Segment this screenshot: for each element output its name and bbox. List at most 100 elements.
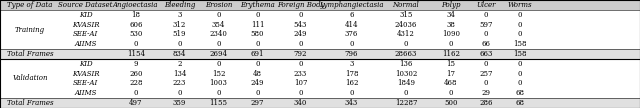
Text: 691: 691 (251, 50, 264, 58)
Text: 178: 178 (345, 70, 358, 78)
Text: 158: 158 (513, 40, 527, 48)
Text: 1090: 1090 (442, 30, 460, 38)
Text: 9: 9 (134, 60, 138, 68)
Text: 0: 0 (518, 70, 522, 78)
Text: 0: 0 (216, 11, 221, 19)
Text: 468: 468 (444, 79, 458, 87)
Text: 4312: 4312 (397, 30, 415, 38)
Text: 297: 297 (251, 99, 264, 107)
Text: 530: 530 (129, 30, 143, 38)
Text: 340: 340 (294, 99, 307, 107)
Text: SEE-AI: SEE-AI (73, 79, 98, 87)
Text: 0: 0 (484, 60, 488, 68)
Text: 68: 68 (516, 89, 525, 97)
Text: 3: 3 (177, 11, 182, 19)
Text: Erythema: Erythema (240, 1, 275, 9)
Text: 2: 2 (177, 60, 182, 68)
Text: 0: 0 (484, 79, 488, 87)
Text: 158: 158 (513, 50, 527, 58)
Text: 354: 354 (212, 21, 225, 29)
Text: 1003: 1003 (210, 79, 227, 87)
Text: 249: 249 (294, 30, 307, 38)
Text: 376: 376 (345, 30, 358, 38)
Text: 111: 111 (251, 21, 264, 29)
Text: 343: 343 (345, 99, 358, 107)
Text: 359: 359 (173, 99, 186, 107)
Text: 12287: 12287 (395, 99, 417, 107)
Text: 152: 152 (212, 70, 225, 78)
Text: 0: 0 (134, 40, 138, 48)
Text: 606: 606 (129, 21, 143, 29)
Text: 0: 0 (177, 89, 182, 97)
Text: 315: 315 (399, 11, 413, 19)
Text: Ulcer: Ulcer (476, 1, 495, 9)
Text: Foreign Body: Foreign Body (276, 1, 324, 9)
Text: 249: 249 (251, 79, 264, 87)
Text: 107: 107 (294, 79, 307, 87)
Text: 34: 34 (446, 11, 455, 19)
Text: 500: 500 (444, 99, 458, 107)
Text: 0: 0 (518, 79, 522, 87)
Text: Worms: Worms (508, 1, 532, 9)
Text: 0: 0 (484, 11, 488, 19)
Text: 0: 0 (518, 30, 522, 38)
Text: AIIMS: AIIMS (74, 89, 97, 97)
Text: 1154: 1154 (127, 50, 145, 58)
Text: 10302: 10302 (395, 70, 417, 78)
Text: 257: 257 (479, 70, 493, 78)
Text: 0: 0 (449, 89, 453, 97)
Text: 543: 543 (294, 21, 307, 29)
Text: 663: 663 (479, 50, 493, 58)
Text: 0: 0 (216, 40, 221, 48)
Text: 134: 134 (173, 70, 186, 78)
Text: 834: 834 (173, 50, 186, 58)
Text: 136: 136 (399, 60, 413, 68)
Text: 0: 0 (255, 89, 260, 97)
Bar (1, 98, 640, 108)
Text: 6: 6 (349, 11, 354, 19)
Text: KID: KID (79, 11, 92, 19)
Text: 66: 66 (481, 40, 490, 48)
Text: 1162: 1162 (442, 50, 460, 58)
Text: 497: 497 (129, 99, 143, 107)
Text: 0: 0 (255, 11, 260, 19)
Text: Polyp: Polyp (441, 1, 460, 9)
Text: 0: 0 (255, 60, 260, 68)
Text: 2694: 2694 (209, 50, 228, 58)
Bar (1, 49, 640, 59)
Text: 3: 3 (349, 60, 354, 68)
Text: 162: 162 (345, 79, 358, 87)
Text: KVASIR: KVASIR (72, 21, 99, 29)
Text: KID: KID (79, 60, 92, 68)
Text: Source Dataset: Source Dataset (58, 1, 113, 9)
Text: 24036: 24036 (395, 21, 417, 29)
Text: 0: 0 (298, 60, 303, 68)
Text: KVASIR: KVASIR (72, 70, 99, 78)
Text: 1849: 1849 (397, 79, 415, 87)
Text: 0: 0 (298, 11, 303, 19)
Text: 29: 29 (481, 89, 490, 97)
Bar (1, 0, 640, 10)
Text: Normal: Normal (392, 1, 419, 9)
Text: 17: 17 (446, 70, 455, 78)
Text: 1155: 1155 (209, 99, 228, 107)
Text: 414: 414 (345, 21, 358, 29)
Text: Angioectasia: Angioectasia (113, 1, 159, 9)
Text: Validation: Validation (12, 74, 47, 82)
Text: 48: 48 (253, 70, 262, 78)
Text: 312: 312 (173, 21, 186, 29)
Text: Lymphangiectasia: Lymphangiectasia (319, 1, 384, 9)
Text: 38: 38 (446, 21, 455, 29)
Text: Training: Training (15, 26, 45, 34)
Text: Total Frames: Total Frames (6, 99, 53, 107)
Text: 0: 0 (216, 60, 221, 68)
Text: 0: 0 (404, 89, 408, 97)
Text: 519: 519 (173, 30, 186, 38)
Text: 580: 580 (251, 30, 264, 38)
Text: 15: 15 (446, 60, 455, 68)
Text: 286: 286 (479, 99, 493, 107)
Text: 68: 68 (516, 99, 525, 107)
Text: 0: 0 (216, 89, 221, 97)
Text: 0: 0 (518, 11, 522, 19)
Text: 0: 0 (449, 40, 453, 48)
